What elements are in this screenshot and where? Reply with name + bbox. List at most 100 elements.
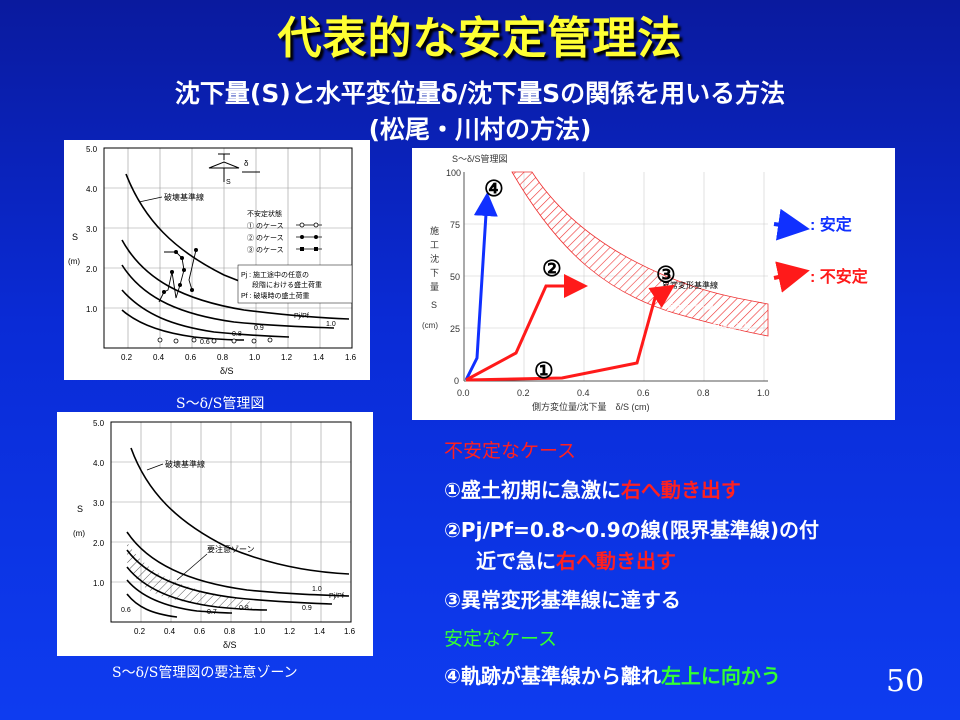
chart-tl-curve-label-pjpf: Pj/Pf [294,313,309,320]
chart-right-ytick: 75 [450,220,460,230]
chart-tl-legend-item-3: ③ のケース [247,246,284,254]
marker-4: ④ [484,176,504,201]
chart-tl-curve-label-1: 1.0 [326,321,336,328]
chart-bl-xtick: 0.2 [134,627,146,636]
marker-2: ② [542,256,562,281]
chart-right-xtick: 1.0 [757,388,770,398]
chart-tl-xtick: 1.6 [345,353,357,362]
chart-right-label-2: 要注意ゾーン [666,302,714,312]
chart-right-xtick: 0.2 [517,388,530,398]
chart-right-ylabel-char: 工 [430,240,439,250]
chart-tl-curve-label-3: 0.8 [232,331,242,338]
unstable-arrow-icon [773,261,810,293]
bullet-1-highlight: 右へ動き出す [620,478,741,502]
chart-tl-ytick-4: 4.0 [86,185,98,194]
chart-right-ylabel-char: 沈 [430,253,439,264]
chart-tl-ytick-2: 2.0 [86,265,98,274]
chart-right: S～δ/S管理図 異常変形基準線 要注意ゾーン 限界基準線 ④ ② ③ ① 施 … [412,148,895,420]
bullet-1-text: ①盛土初期に急激に [444,478,621,502]
chart-tl-line-label: 破壊基準線 [164,192,204,202]
chart-right-xtick: 0.4 [577,388,590,398]
chart-right-title: S～δ/S管理図 [452,153,508,164]
chart-tl-note-pj2: 段階における盛土荷重 [252,280,322,289]
chart-tl-xtick: 0.2 [121,353,133,362]
chart-right-ytick: 0 [454,376,459,386]
chart-tl-xtick: 0.6 [185,353,197,362]
chart-bl-ytick-2: 2.0 [93,539,105,548]
chart-right-ylabel-unit: (cm) [422,321,438,330]
bullet-4-highlight: 左上に向かう [660,664,781,688]
chart-tl-curve-label-4: 0.6 [200,339,210,346]
chart-bl-zone-label: 要注意ゾーン [207,544,255,554]
chart-bottom-left: 破壊基準線 要注意ゾーン 1.0 Pj/Pf 0.9 0.8 0.7 0.6 5… [57,412,373,656]
bullet-1: ①盛土初期に急激に右へ動き出す [444,474,741,503]
chart-bl-xtick: 0.4 [164,627,176,636]
chart-right-svg: S～δ/S管理図 異常変形基準線 要注意ゾーン 限界基準線 ④ ② ③ ① 施 … [422,153,868,412]
chart-bl-ytick-1: 1.0 [93,579,105,588]
chart-right-xlabel: 側方変位量/沈下量 δ/S (cm) [532,401,650,412]
legend-unstable: : 不安定 [810,267,868,286]
chart-top-left-svg: 破壊基準線 S δ 不安定状態 ① のケース ② のケース ③ のケース Pj … [68,145,357,376]
chart-tl-xtick: 1.2 [281,353,293,362]
chart-right-ylabel-char: S [431,300,437,310]
bullet-2-cont: 近で急に右へ動き出す [476,545,676,574]
unstable-heading: 不安定なケース [444,440,577,462]
chart-tl-curve-label-2: 0.9 [254,325,264,332]
marker-3: ③ [656,262,676,287]
bullet-4-text: ④軌跡が基準線から離れ [444,664,661,688]
legend-stable: : 安定 [810,215,852,234]
chart-tl-legend-title: 不安定状態 [247,209,282,218]
page-title: 代表的な安定管理法 [277,13,683,64]
chart-bl-curve-label-pjpf: Pj/Pf [329,593,344,600]
chart-right-ytick: 25 [450,324,460,334]
bullet-2-text: 近で急に [476,549,556,573]
chart-bottom-left-svg: 破壊基準線 要注意ゾーン 1.0 Pj/Pf 0.9 0.8 0.7 0.6 5… [73,419,356,650]
chart-tl-ylabel: S [72,232,78,242]
chart-bl-xtick: 1.0 [254,627,266,636]
page-number: 50 [886,664,925,699]
chart-tl-xtick: 0.4 [153,353,165,362]
marker-1: ① [534,358,554,383]
chart-bl-xtick: 1.6 [344,627,356,636]
chart-bl-curve-label-4: 0.7 [207,609,217,616]
chart-tl-xtick: 1.4 [313,353,325,362]
caption-bottom-left: S～δ/S管理図の要注意ゾーン [112,665,298,681]
chart-tl-note-pj: Pj : 施工途中の任意の [241,270,309,279]
chart-bl-curve-label-1: 1.0 [312,586,322,593]
chart-right-ylabel-char: 量 [430,282,439,292]
bullet-3: ③異常変形基準線に達する [444,588,681,612]
chart-right-label-3: 限界基準線 [712,322,752,332]
chart-right-xtick: 0.8 [697,388,710,398]
chart-bl-curve-label-5: 0.6 [121,607,131,614]
chart-tl-ytick-3: 3.0 [86,225,98,234]
chart-tl-yunit: (m) [68,257,80,266]
chart-right-xtick: 0.0 [457,388,470,398]
chart-tl-legend-item-2: ② のケース [247,234,284,242]
chart-top-left: 破壊基準線 S δ 不安定状態 ① のケース ② のケース ③ のケース Pj … [64,140,370,380]
bullet-2-highlight: 右へ動き出す [556,549,676,573]
chart-right-ytick: 100 [446,168,461,178]
caption-top-left: S～δ/S管理図 [176,396,265,412]
chart-right-xtick: 0.6 [637,388,650,398]
chart-bl-xtick: 0.8 [224,627,236,636]
bullet-2: ②Pj/Pf=0.8～0.9の線(限界基準線)の付 [444,518,820,542]
chart-bl-xtick: 1.4 [314,627,326,636]
chart-tl-ytick-5: 5.0 [86,145,98,154]
stable-heading: 安定なケース [444,628,558,650]
chart-bl-ytick-5: 5.0 [93,419,105,428]
chart-right-label-1: 異常変形基準線 [662,280,718,290]
chart-tl-xlabel: δ/S [220,366,234,376]
chart-tl-xtick: 0.8 [217,353,229,362]
chart-bl-ytick-3: 3.0 [93,499,105,508]
chart-bl-line-label: 破壊基準線 [165,459,205,469]
chart-right-ytick: 50 [450,272,460,282]
chart-bl-ylabel: S [77,504,83,514]
chart-right-ylabel-char: 下 [430,268,439,278]
chart-bl-xlabel: δ/S [223,640,237,650]
chart-tl-note-pf: Pf : 破壊時の盛土荷重 [241,291,309,300]
stable-arrow-icon [773,208,810,241]
chart-bl-yunit: (m) [73,529,85,538]
chart-tl-xtick: 1.0 [249,353,261,362]
chart-bl-xtick: 1.2 [284,627,296,636]
chart-bl-ytick-4: 4.0 [93,459,105,468]
